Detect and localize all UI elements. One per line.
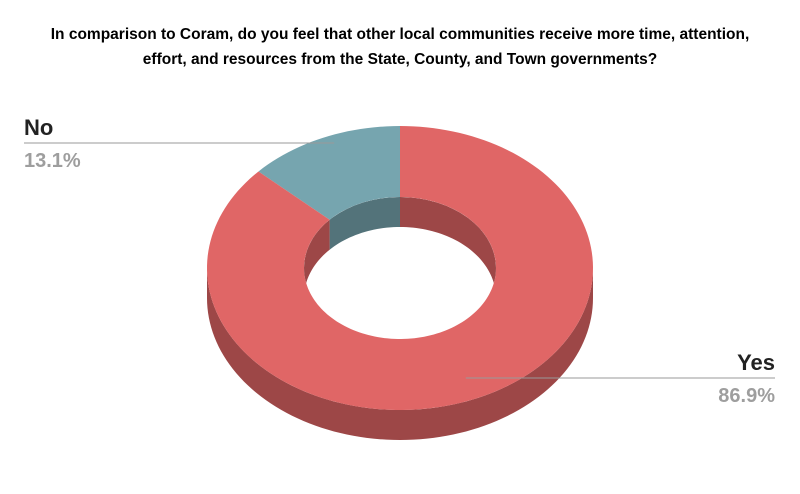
slice-inner-wall	[400, 197, 496, 298]
slice-value-label: 86.9%	[718, 385, 775, 407]
slice	[258, 126, 400, 220]
slice-inner-wall	[304, 219, 330, 298]
slice-value-label: 13.1%	[24, 150, 81, 172]
slice-inner-wall	[329, 197, 400, 250]
slice-label: No	[24, 115, 53, 140]
slice	[207, 126, 593, 410]
inner-walls	[304, 197, 496, 298]
slice-wall	[207, 268, 593, 440]
chart-title: In comparison to Coram, do you feel that…	[50, 26, 750, 68]
slice-label: Yes	[737, 350, 775, 375]
